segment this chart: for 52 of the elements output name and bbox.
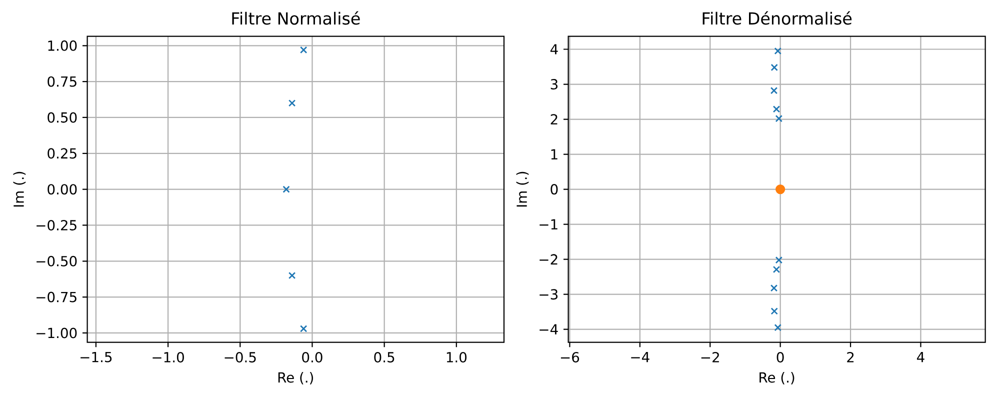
x-tick-label: −0.5 [224,352,256,362]
y-axis-title: Im (.) [13,172,26,207]
y-tick-label: −0.50 [36,256,77,266]
point [300,325,308,332]
x-tick-label: 0.0 [302,352,322,362]
x-tick-label: 2 [847,352,854,362]
x-axis-title: Re (.) [278,372,314,384]
y-tick-label: 0.00 [48,184,77,195]
x-tick-label: 0 [776,352,784,362]
x-tick-label: −1.0 [152,352,184,362]
x-tick-label: 1.0 [446,352,467,362]
y-tick-label: 1 [551,149,558,160]
y-tick-label: 3 [550,79,558,90]
point [770,86,778,94]
point [775,184,786,194]
x-tick-label: 4 [916,352,924,362]
point [772,106,780,113]
y-tick-label: 1.00 [48,40,77,51]
y-tick-label: −1.00 [36,328,77,338]
point [775,114,783,122]
y-tick-label: −0.25 [36,220,76,230]
y-axis-title: Im (.) [516,172,529,207]
y-tick-label: −0.75 [36,292,76,302]
y-tick-label: 0.50 [48,112,77,123]
y-tick-label: 0 [550,184,558,195]
chart-title: Filtre Dénormalisé [702,11,852,25]
point [282,186,290,193]
y-tick-label: −4 [540,324,558,334]
y-tick-label: −3 [540,289,558,300]
x-tick-label: 0.5 [374,352,394,362]
point [774,47,782,55]
y-tick-label: 2 [550,114,558,124]
point [288,272,296,280]
point [772,266,780,274]
point [770,64,778,72]
x-axis-title: Re (.) [760,372,794,384]
y-tick-label: 4 [550,44,558,54]
y-tick-label: −2 [540,254,558,264]
x-tick-label: −4 [631,352,650,362]
y-tick-label: 0.25 [48,148,76,159]
point [775,256,783,264]
point [300,46,308,54]
chart-title: Filtre Normalisé [232,11,360,25]
x-tick-label: −6 [560,352,580,362]
point [288,99,296,107]
x-tick-label: −2 [701,352,719,362]
point [770,308,778,315]
point [770,284,778,292]
y-tick-label: 0.75 [48,76,76,87]
x-tick-label: −1.5 [80,352,112,362]
y-tick-label: −1 [540,219,558,230]
point [774,324,782,332]
